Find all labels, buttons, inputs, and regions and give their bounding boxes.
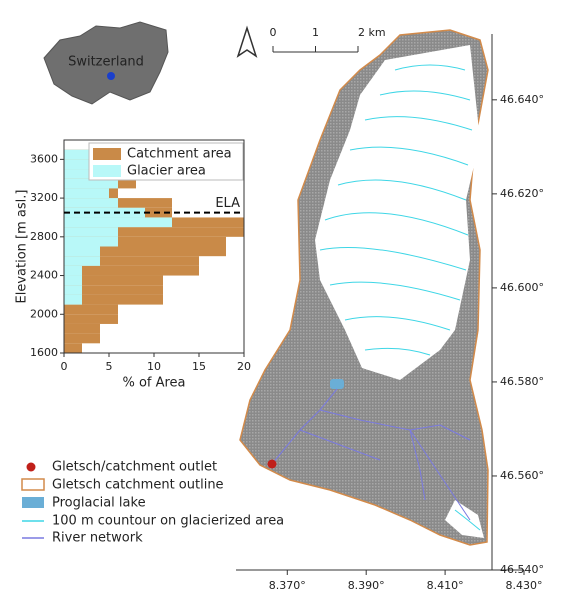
hist-bar	[64, 227, 118, 237]
y-tick-label: 3600	[30, 152, 58, 165]
lon-label: 8.390°	[348, 579, 385, 592]
legend-label: 100 m countour on glacierized area	[52, 514, 284, 529]
scale-label: 0	[270, 26, 277, 39]
x-tick-label: 15	[192, 360, 206, 373]
lat-label: 46.640°	[500, 93, 544, 106]
scale-label: 2 km	[358, 26, 386, 39]
hist-bar	[64, 294, 82, 305]
legend-label: Gletsch/catchment outlet	[52, 460, 217, 475]
hist-bar	[64, 265, 82, 276]
hist-bar	[64, 149, 91, 160]
y-tick-label: 3200	[30, 191, 58, 204]
legend-label: Gletsch catchment outline	[52, 478, 224, 493]
x-tick-label: 10	[147, 360, 161, 373]
hist-bar	[64, 275, 82, 286]
hist-bar	[64, 217, 172, 228]
legend-label: Catchment area	[127, 147, 232, 162]
catchment	[239, 29, 489, 546]
y-tick-label: 2000	[30, 307, 58, 320]
legend-label: Proglacial lake	[52, 496, 146, 511]
scale-label: 1	[312, 26, 319, 39]
ela-label: ELA	[215, 196, 240, 211]
x-tick-label: 20	[237, 360, 251, 373]
hist-bar	[64, 265, 199, 276]
hist-bar	[64, 236, 226, 247]
lon-label: 8.410°	[427, 579, 464, 592]
legend-label: Glacier area	[127, 164, 206, 179]
hist-bar	[64, 159, 91, 170]
hist-bar	[64, 246, 226, 257]
hist-bar	[64, 188, 109, 199]
lat-label: 46.560°	[500, 469, 544, 482]
hist-bar	[64, 304, 118, 315]
legend-label: River network	[52, 531, 143, 546]
north-arrow	[236, 25, 258, 58]
map-axes: 46.540° 46.560° 46.580° 46.600° 46.620° 46.64…	[236, 34, 544, 592]
hist-bar	[64, 285, 82, 295]
legend-swatch	[93, 165, 121, 177]
x-tick-label: 0	[61, 360, 68, 373]
lat-label: 46.540°	[500, 563, 544, 576]
hist-bar	[64, 285, 163, 295]
hist-bar	[64, 294, 163, 305]
lat-label: 46.600°	[500, 281, 544, 294]
hist-bar	[64, 246, 100, 257]
hist-bar	[64, 256, 199, 266]
scale-bar: 0 1 2 km	[270, 26, 386, 53]
hist-bar	[64, 198, 118, 208]
y-tick-label: 2800	[30, 230, 58, 243]
x-tick-label: 5	[106, 360, 113, 373]
hist-bar	[64, 314, 118, 324]
inset-map: Switzerland	[43, 21, 169, 105]
hist-bar	[64, 275, 163, 286]
hist-bar	[64, 227, 244, 237]
hist-bar	[64, 323, 100, 334]
y-tick-label: 2400	[30, 269, 58, 282]
hist-bar	[64, 343, 82, 353]
inset-label: Switzerland	[68, 55, 144, 70]
hist-bar	[64, 178, 118, 189]
x-axis-title: % of Area	[122, 376, 185, 391]
hist-bar	[64, 256, 100, 266]
y-tick-label: 1600	[30, 346, 58, 359]
hist-bar	[64, 236, 118, 247]
lon-label: 8.430°	[506, 579, 543, 592]
lon-label: 8.370°	[269, 579, 306, 592]
lat-label: 46.620°	[500, 187, 544, 200]
lat-label: 46.580°	[500, 375, 544, 388]
hist-bar	[64, 333, 100, 344]
histogram: 1600 2000 2400 2800 3200 3600 0 5 10 15 20 ELA % of …	[15, 139, 251, 391]
legend-swatch	[93, 148, 121, 160]
y-axis-title: Elevation [m asl.]	[15, 190, 30, 304]
map-legend: Gletsch/catchment outlet Gletsch catchme…	[21, 460, 284, 546]
